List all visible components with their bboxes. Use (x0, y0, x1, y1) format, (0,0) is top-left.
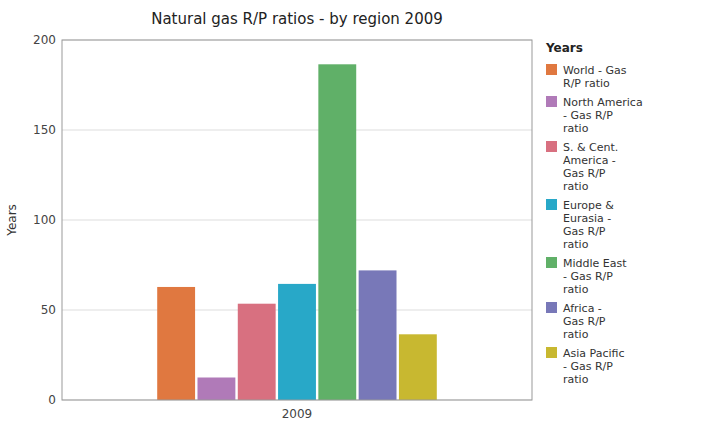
bar (318, 64, 356, 400)
bar (157, 287, 195, 400)
legend-line: North America (563, 96, 643, 109)
legend-swatch (546, 347, 557, 358)
y-tick-label: 200 (33, 33, 56, 47)
legend-line: R/P ratio (563, 77, 610, 90)
legend-entry: S. & Cent.America -Gas R/Pratio (563, 141, 618, 193)
bars (157, 64, 437, 400)
legend-swatch (546, 257, 557, 268)
legend-swatch (546, 302, 557, 313)
legend-line: Gas R/P (563, 167, 606, 180)
legend-line: ratio (563, 283, 589, 296)
bar (197, 378, 235, 401)
legend-entry: North America- Gas R/Pratio (563, 96, 643, 135)
legend-line: - Gas R/P (563, 270, 613, 283)
legend-swatch (546, 199, 557, 210)
legend: YearsWorld - GasR/P ratioNorth America- … (545, 41, 643, 386)
legend-line: S. & Cent. (563, 141, 618, 154)
legend-entry: Europe &Eurasia -Gas R/Pratio (563, 199, 614, 251)
y-tick-label: 100 (33, 213, 56, 227)
legend-line: ratio (563, 122, 589, 135)
legend-swatch (546, 141, 557, 152)
legend-line: - Gas R/P (563, 109, 613, 122)
y-tick-label: 50 (41, 303, 56, 317)
legend-line: - Gas R/P (563, 360, 613, 373)
grid-line (62, 220, 532, 221)
legend-line: ratio (563, 180, 589, 193)
legend-line: Gas R/P (563, 315, 606, 328)
legend-line: ratio (563, 328, 589, 341)
legend-line: Middle East (563, 257, 627, 270)
legend-entry: Asia Pacific- Gas R/Pratio (563, 347, 625, 386)
x-tick-label: 2009 (282, 407, 313, 421)
legend-line: Europe & (563, 199, 614, 212)
legend-line: Africa - (563, 302, 602, 315)
legend-title: Years (545, 41, 583, 55)
legend-line: America - (563, 154, 616, 167)
legend-line: World - Gas (563, 64, 627, 77)
legend-line: Asia Pacific (563, 347, 625, 360)
plot-frame (62, 40, 532, 400)
bar (399, 334, 437, 400)
y-tick-label: 0 (48, 393, 56, 407)
legend-swatch (546, 96, 557, 107)
legend-entry: Africa -Gas R/Pratio (563, 302, 606, 341)
legend-entry: World - GasR/P ratio (563, 64, 627, 90)
y-axis-label: Years (5, 204, 19, 237)
legend-entry: Middle East- Gas R/Pratio (563, 257, 627, 296)
legend-line: Gas R/P (563, 225, 606, 238)
y-tick-label: 150 (33, 123, 56, 137)
bar (238, 304, 276, 400)
legend-swatch (546, 64, 557, 75)
bar (359, 270, 397, 400)
bar (278, 284, 316, 400)
grid-line (62, 130, 532, 131)
chart: Natural gas R/P ratios - by region 2009 Y… (0, 0, 707, 440)
legend-line: ratio (563, 373, 589, 386)
title: Natural gas R/P ratios - by region 2009 (151, 10, 443, 28)
legend-line: ratio (563, 238, 589, 251)
legend-line: Eurasia - (563, 212, 611, 225)
